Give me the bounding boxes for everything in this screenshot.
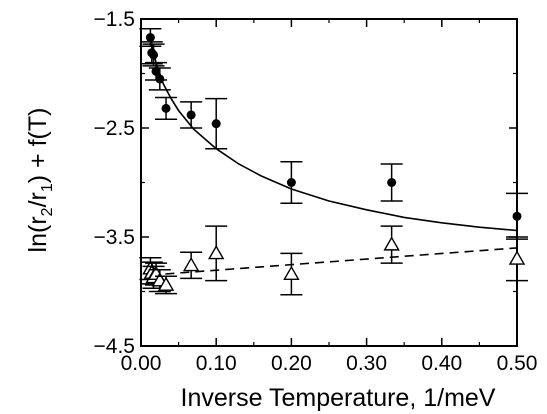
data-point-triangle [207,244,225,260]
data-point-triangle [508,250,526,265]
solid-fit-line [149,37,518,232]
y-axis-title: ln(r2/r1) + f(T) [24,108,56,253]
x-tick-label: 0.10 [196,352,237,375]
x-tick-label: 0.40 [421,352,462,375]
data-point-circle [512,211,522,221]
data-point-circle [145,33,155,43]
plot-layer: 0.00 0.10 0.20 0.30 0.40 0.50 −4.5 −3.5 −2.5 −1.5 [94,8,538,375]
dashed-fit-line [150,247,518,276]
data-point-triangle [283,265,300,281]
data-point-triangle [182,256,200,272]
x-tick-label: 0.30 [346,352,387,375]
x-tick-label: 0.00 [121,352,162,375]
y-axis-title-part-3: /r [24,192,52,207]
x-tick-label: 0.50 [497,352,538,375]
axis-titles: Inverse Temperature, 1/meV ln(r2/r1) + f… [24,108,496,412]
y-tick-label: −1.5 [94,8,135,31]
y-tick-label: −3.5 [94,226,135,249]
y-axis-title-sub-2: 2 [39,207,56,216]
x-tick-label: 0.20 [271,352,312,375]
data-point-triangle [383,236,400,251]
data-point-circle [286,178,296,187]
data-point-circle [211,119,221,129]
y-tick-label: −2.5 [94,117,135,140]
data-point-circle [151,66,161,76]
y-axis-title-part-1: ln(r [24,216,52,252]
data-point-circle [149,50,159,60]
y-tick-label: −4.5 [94,335,135,358]
plot-frame [140,18,518,347]
x-axis-title: Inverse Temperature, 1/meV [181,384,496,412]
y-axis-title-sub-4: 1 [39,183,56,192]
data-point-circle [387,178,397,187]
data-point-circle [186,110,196,120]
data-point-circle [161,103,171,113]
data-point-circle [155,74,165,84]
data-point-triangle [157,276,175,291]
y-axis-title-part-5: ) + f(T) [24,108,52,184]
